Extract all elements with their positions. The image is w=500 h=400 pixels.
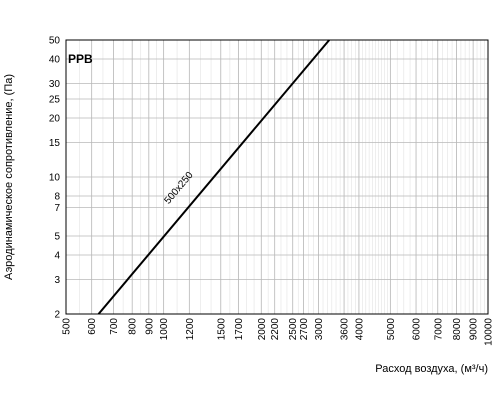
x-tick-label: 1200 <box>185 318 196 341</box>
y-tick-label: 3 <box>54 275 60 286</box>
x-tick-label: 1000 <box>159 318 170 341</box>
y-tick-label: 10 <box>49 173 61 184</box>
y-tick-label: 5 <box>54 232 60 243</box>
x-tick-label: 2500 <box>288 318 299 341</box>
x-tick-label: 1500 <box>216 318 227 341</box>
x-tick-label: 3600 <box>340 318 351 341</box>
y-axis-label: Аэродинамическое сопротивление, (Па) <box>3 74 15 280</box>
x-tick-label: 6000 <box>412 318 423 341</box>
x-tick-label: 800 <box>128 318 139 335</box>
x-tick-label: 900 <box>144 318 155 335</box>
x-tick-label: 10000 <box>484 318 495 346</box>
x-tick-label: 500 <box>62 318 73 335</box>
x-tick-label: 4000 <box>354 318 365 341</box>
x-tick-label: 3000 <box>314 318 325 341</box>
series-line-500x250 <box>97 39 331 315</box>
x-tick-label: 8000 <box>452 318 463 341</box>
model-label: PPB <box>68 52 93 66</box>
x-tick-label: 9000 <box>469 318 480 341</box>
x-tick-label: 2200 <box>270 318 281 341</box>
y-tick-label: 30 <box>49 79 61 90</box>
y-tick-label: 40 <box>49 54 61 65</box>
y-tick-label: 15 <box>49 138 61 149</box>
x-axis-label: Расход воздуха, (м³/ч) <box>375 363 488 375</box>
x-tick-label: 600 <box>87 318 98 335</box>
x-tick-label: 1700 <box>234 318 245 341</box>
x-tick-label: 7000 <box>433 318 444 341</box>
y-tick-label: 7 <box>54 203 60 214</box>
y-tick-label: 8 <box>54 191 60 202</box>
y-tick-label: 20 <box>49 113 61 124</box>
y-tick-label: 50 <box>49 36 61 47</box>
x-tick-labels: 500 600 700 800 900 1000 1200 1500 1700 2000 2200 2… <box>62 318 495 346</box>
y-tick-labels: 2 3 4 5 78 10 15 20 25 30 40 50 <box>49 36 61 321</box>
x-tick-label: 2700 <box>299 318 310 341</box>
y-tick-label: 4 <box>54 250 60 261</box>
x-tick-label: 700 <box>109 318 120 335</box>
y-tick-label: 25 <box>49 95 61 106</box>
y-tick-label: 2 <box>54 310 60 321</box>
x-tick-label: 2000 <box>257 318 268 341</box>
x-tick-label: 5000 <box>386 318 397 341</box>
plot-border <box>65 39 489 315</box>
